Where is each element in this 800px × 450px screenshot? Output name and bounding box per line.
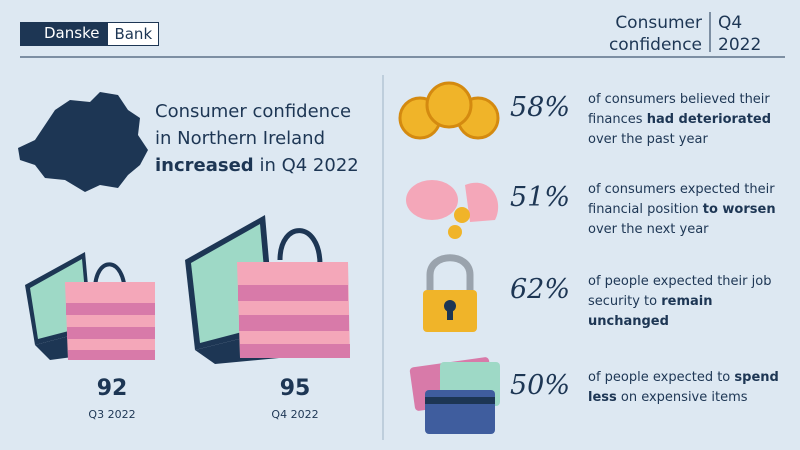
- index-label: Q3 2022: [88, 408, 136, 421]
- coins-icon: [398, 81, 500, 140]
- headline: Consumer confidence in Northern Ireland …: [155, 98, 370, 179]
- stat-text: of consumers believed their finances had…: [588, 90, 788, 150]
- logo-left: Danske: [20, 22, 108, 46]
- headline-text: Consumer confidence in Northern Ireland: [155, 101, 352, 149]
- stat-text-bold: to worsen: [702, 202, 776, 217]
- stat-text-bold: remain unchanged: [588, 294, 713, 329]
- stat-text: of consumers expected their financial po…: [588, 180, 788, 240]
- header-period: Q4 2022: [718, 13, 762, 55]
- stat-text: of people expected to spend less on expe…: [588, 368, 788, 408]
- logo: Danske Bank: [20, 22, 160, 46]
- stat-text: of people expected their job security to…: [588, 272, 788, 332]
- stat-text-part: of people expected to: [588, 370, 731, 385]
- stat-text-part: of consumers believed their finances: [588, 92, 770, 127]
- stat-text-part: over the next year: [588, 222, 709, 237]
- logo-right: Bank: [107, 22, 160, 46]
- stat-percent: 50%: [510, 370, 571, 401]
- headline-text: in Q4 2022: [259, 155, 359, 176]
- cards-icon: [409, 357, 500, 434]
- stat-text-part: over the past year: [588, 132, 708, 147]
- stat-text-part: on expensive items: [620, 390, 748, 405]
- stat-text-part: of people expected their job security to: [588, 274, 772, 309]
- map-northern-ireland: [18, 92, 148, 192]
- index-value: 92: [96, 376, 128, 401]
- stat-percent: 58%: [510, 92, 571, 123]
- laptop-bag-q3: [25, 252, 155, 360]
- header-title: Consumer confidence: [608, 13, 702, 55]
- headline-bold: increased: [155, 155, 254, 176]
- stat-text-bold: had deteriorated: [646, 112, 772, 127]
- stat-percent: 51%: [510, 182, 571, 213]
- stat-percent: 62%: [510, 274, 571, 305]
- padlock-icon: [423, 254, 477, 332]
- laptop-bag-q4: [185, 215, 350, 364]
- piggy-bank-icon: [406, 180, 499, 239]
- stat-text-part: of consumers expected their financial po…: [588, 182, 775, 217]
- stat-text-bold: spend less: [588, 370, 779, 405]
- index-label: Q4 2022: [271, 408, 319, 421]
- index-value: 95: [279, 376, 311, 401]
